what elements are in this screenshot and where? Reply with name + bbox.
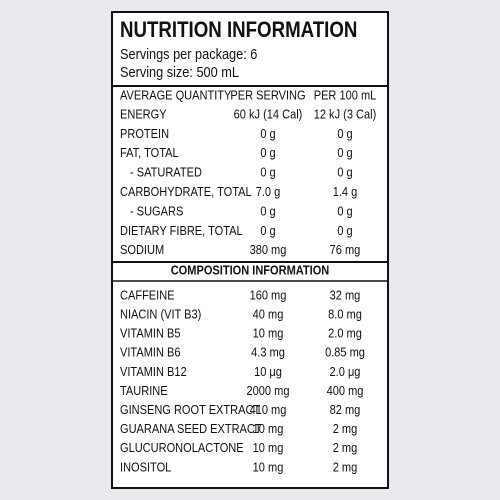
row-value: 40 mg	[253, 307, 284, 322]
row-value: 410 mg	[250, 402, 287, 417]
row-label: INOSITOL	[120, 459, 172, 474]
row-value: 0 g	[260, 165, 275, 180]
row-label: VITAMIN B12	[120, 364, 187, 379]
row-value: 2 mg	[333, 421, 358, 436]
row-value: 2000 mg	[247, 383, 290, 398]
row-value: 60 kJ (14 Cal)	[234, 107, 303, 122]
row-value: 160 mg	[250, 288, 287, 303]
row-label: FAT, TOTAL	[120, 145, 179, 160]
title: NUTRITION INFORMATION	[120, 18, 357, 42]
row-label: - SUGARS	[130, 204, 183, 219]
row-value: 10 mg	[253, 326, 284, 341]
row-value: 2.0 μg	[330, 364, 361, 379]
row-value: 10 μg	[254, 364, 282, 379]
row-label: GINSENG ROOT EXTRACT	[120, 402, 261, 417]
row-value: 7.0 g	[256, 184, 281, 199]
row-value: 2 mg	[333, 459, 358, 474]
row-value: 10 mg	[253, 440, 284, 455]
header-cell: AVERAGE QUANTITY	[120, 88, 231, 103]
row-label: - SATURATED	[130, 165, 202, 180]
row-value: 32 mg	[330, 288, 361, 303]
row-label: GUARANA SEED EXTRACT	[120, 421, 262, 436]
label-content: NUTRITION INFORMATION Servings per packag…	[120, 18, 377, 474]
label-panel	[111, 11, 389, 489]
row-label: VITAMIN B6	[120, 345, 181, 360]
row-value: 12 kJ (3 Cal)	[314, 107, 377, 122]
row-value: 0 g	[337, 165, 352, 180]
row-label: DIETARY FIBRE, TOTAL	[120, 223, 243, 238]
row-value: 82 mg	[330, 402, 361, 417]
row-value: 0 g	[260, 204, 275, 219]
row-value: 2.0 mg	[328, 326, 362, 341]
row-value: 0 g	[260, 126, 275, 141]
row-value: 10 mg	[253, 459, 284, 474]
row-label: TAURINE	[120, 383, 168, 398]
header-cell: PER SERVING	[230, 88, 305, 103]
row-value: 0 g	[337, 204, 352, 219]
row-value: 4.3 mg	[251, 345, 285, 360]
row-value: 1.4 g	[333, 184, 358, 199]
row-value: 0 g	[337, 126, 352, 141]
row-value: 0 g	[260, 145, 275, 160]
section-title: COMPOSITION INFORMATION	[171, 263, 330, 278]
serving-size: Serving size: 500 mL	[120, 63, 239, 80]
header-cell: PER 100 mL	[314, 88, 377, 103]
row-value: 10 mg	[253, 421, 284, 436]
row-label: ENERGY	[120, 107, 167, 122]
row-value: 2 mg	[333, 440, 358, 455]
row-label: CARBOHYDRATE, TOTAL	[120, 184, 252, 199]
row-label: PROTEIN	[120, 126, 169, 141]
row-label: GLUCURONOLACTONE	[120, 440, 244, 455]
row-value: 0 g	[337, 223, 352, 238]
row-value: 8.0 mg	[328, 307, 362, 322]
row-value: 400 mg	[327, 383, 364, 398]
servings: Servings per package: 6	[120, 45, 258, 62]
row-label: VITAMIN B5	[120, 326, 181, 341]
row-label: SODIUM	[120, 242, 164, 257]
row-label: NIACIN (VIT B3)	[120, 307, 201, 322]
row-value: 0 g	[260, 223, 275, 238]
row-value: 76 mg	[330, 242, 361, 257]
row-value: 0.85 mg	[325, 345, 365, 360]
row-value: 0 g	[337, 145, 352, 160]
row-value: 380 mg	[250, 242, 287, 257]
row-label: CAFFEINE	[120, 288, 175, 303]
